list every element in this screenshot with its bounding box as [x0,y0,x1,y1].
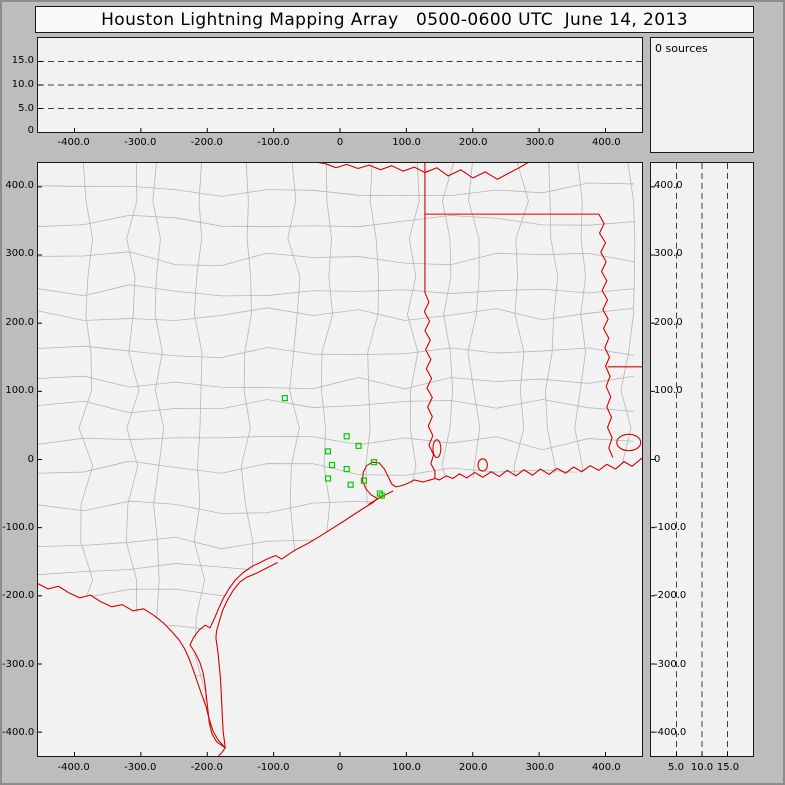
ew-x-tick-label: 0 [336,137,344,148]
source-count-label: 0 sources [655,42,708,55]
map-y-tick-label: -300.0 [2,658,35,670]
map-x-tick-label: 300.0 [525,762,555,773]
source-histogram-panel[interactable] [650,37,754,153]
ew-alt-zero-label: 0 [27,125,34,136]
ew-alt-tick-label: 5.0 [18,103,34,114]
map-x-tick-label: -400.0 [57,762,90,773]
map-y-tick-label: 400.0 [5,179,34,191]
ew-x-tick-label: -300.0 [124,137,157,148]
ns-y-tick-label: 0 [654,453,661,465]
ns-alt-tick-label: 15.0 [716,762,740,773]
map-y-tick-label: 200.0 [5,316,34,328]
ns-y-tick-label: 400.0 [654,179,683,191]
ew-alt-tick-label: 15.0 [11,55,34,66]
map-x-tick-label: -300.0 [124,762,157,773]
map-y-tick-label: -400.0 [2,727,35,739]
map-x-tick-label: 200.0 [458,762,488,773]
ew-x-tick-label: -400.0 [57,137,90,148]
altitude-ns-plot [651,163,728,756]
map-y-tick-label: -100.0 [2,521,35,533]
map-x-tick-label: -200.0 [190,762,223,773]
page-title: Houston Lightning Mapping Array 0500-060… [101,9,688,30]
ns-y-tick-label: 300.0 [654,248,683,260]
source-histogram-plot [651,38,753,152]
title-bar: Houston Lightning Mapping Array 0500-060… [35,6,754,33]
ns-y-tick-label: -400.0 [654,727,687,739]
ns-y-tick-label: -100.0 [654,521,687,533]
plan-view-map-panel[interactable] [37,162,643,757]
ew-x-tick-label: 400.0 [592,137,621,148]
altitude-ns-panel[interactable] [650,162,754,757]
ew-alt-tick-label: 10.0 [11,79,34,90]
ew-x-tick-label: 300.0 [525,137,555,148]
map-y-tick-label: 100.0 [5,385,34,397]
ns-y-tick-label: 200.0 [654,316,683,328]
map-y-tick-label: 0 [27,453,34,465]
map-y-tick-label: -200.0 [2,590,35,602]
map-x-tick-label: 400.0 [592,762,621,773]
ew-x-tick-label: 100.0 [392,137,421,148]
altitude-ew-plot [38,61,642,132]
ew-x-tick-label: -100.0 [257,137,290,148]
altitude-ew-panel[interactable] [37,37,643,133]
plan-view-map [38,163,642,756]
map-x-tick-label: -100.0 [257,762,290,773]
map-x-tick-label: 0 [336,762,344,773]
map-x-tick-label: 100.0 [392,762,421,773]
ns-y-tick-label: -200.0 [654,590,687,602]
map-y-tick-label: 300.0 [5,248,34,260]
ew-x-tick-label: -200.0 [190,137,223,148]
ns-y-tick-label: -300.0 [654,658,687,670]
ns-alt-tick-label: 10.0 [690,762,714,773]
ns-y-tick-label: 100.0 [654,385,683,397]
ns-alt-tick-label: 5.0 [668,762,684,773]
ew-x-tick-label: 200.0 [458,137,488,148]
